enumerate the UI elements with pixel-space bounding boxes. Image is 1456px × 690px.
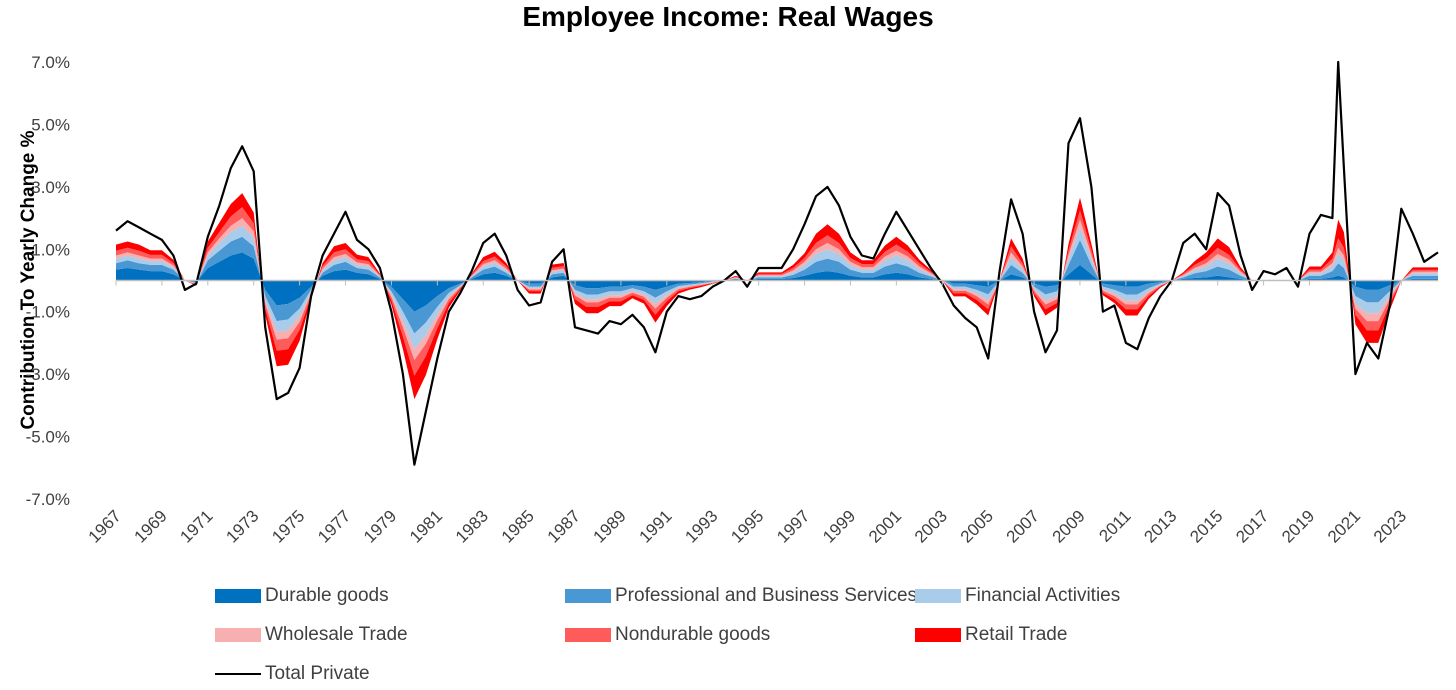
legend-item-wholesale-trade: Wholesale Trade <box>215 624 408 646</box>
legend-label: Nondurable goods <box>615 624 771 645</box>
x-tick-label: 2023 <box>1370 506 1410 546</box>
total-line-group <box>115 60 1439 466</box>
x-tick-label: 2009 <box>1049 506 1089 546</box>
x-tick-label: 1967 <box>85 506 125 546</box>
x-tick-label: 1997 <box>773 506 813 546</box>
legend-swatch <box>215 589 261 603</box>
chart-title: Employee Income: Real Wages <box>522 1 934 32</box>
x-tick-label: 2019 <box>1278 506 1318 546</box>
legend-label: Professional and Business Services <box>615 585 918 606</box>
legend-item-professional-services: Professional and Business Services <box>565 585 917 607</box>
x-tick-label: 1969 <box>131 506 171 546</box>
x-tick-label: 2021 <box>1324 506 1364 546</box>
stacked-areas <box>116 193 1438 400</box>
legend-item-total-private: Total Private <box>215 663 370 685</box>
x-tick-label: 1989 <box>590 506 630 546</box>
y-tick-label: 5.0% <box>31 115 70 134</box>
legend-item-durable-goods: Durable goods <box>215 585 389 607</box>
x-tick-label: 2015 <box>1186 506 1226 546</box>
x-tick-label: 2013 <box>1140 506 1180 546</box>
area-series-financial-activities <box>116 225 1438 350</box>
legend-swatch <box>915 589 961 603</box>
x-tick-label: 2007 <box>1003 506 1043 546</box>
x-tick-label: 1993 <box>681 506 721 546</box>
x-tick-label: 1987 <box>544 506 584 546</box>
legend-item-retail-trade: Retail Trade <box>915 624 1067 646</box>
x-tick-label: 1971 <box>176 506 216 546</box>
y-tick-label: 1.0% <box>31 240 70 259</box>
legend-label: Retail Trade <box>965 624 1068 645</box>
y-tick-label: -5.0% <box>26 428 70 447</box>
y-tick-label: -1.0% <box>26 303 70 322</box>
x-tick-label: 1979 <box>360 506 400 546</box>
x-tick-label: 1983 <box>452 506 492 546</box>
x-tick-label: 2005 <box>957 506 997 546</box>
x-tick-label: 1981 <box>406 506 446 546</box>
y-tick-label: -3.0% <box>26 365 70 384</box>
x-tick-label: 1985 <box>498 506 538 546</box>
plot-area: 7.0% 5.0% 3.0% 1.0% -1.0% -3.0% -5.0% -7.0% 196… <box>26 53 1439 547</box>
legend-label: Financial Activities <box>965 585 1121 606</box>
legend-item-financial-activities: Financial Activities <box>915 585 1120 607</box>
legend-item-nondurable-goods: Nondurable goods <box>565 624 770 646</box>
x-tick-label: 2001 <box>865 506 905 546</box>
x-axis <box>115 279 1438 286</box>
legend-swatch <box>565 628 611 642</box>
area-series-durable-goods <box>116 252 1438 312</box>
x-tick-label: 1995 <box>727 506 767 546</box>
legend-swatch <box>915 628 961 642</box>
x-tick-label: 1991 <box>635 506 675 546</box>
x-tick-label: 2011 <box>1095 506 1134 545</box>
legend-swatch <box>215 673 261 675</box>
legend-label: Durable goods <box>265 585 389 606</box>
legend-swatch <box>565 589 611 603</box>
x-tick-label: 2017 <box>1232 506 1272 546</box>
line-series-total-private <box>115 60 1439 466</box>
x-tick-label: 1973 <box>222 506 262 546</box>
y-tick-label: 3.0% <box>31 178 70 197</box>
x-tick-label: 1999 <box>819 506 859 546</box>
x-tick-label: 1977 <box>314 506 354 546</box>
y-axis-ticks: 7.0% 5.0% 3.0% 1.0% -1.0% -3.0% -5.0% -7.0% <box>26 53 70 509</box>
x-axis-ticks: 1967 1969 1971 1973 1975 1977 1979 1981 1983 1985… <box>85 506 1410 546</box>
y-tick-label: -7.0% <box>26 490 70 509</box>
area-series-nondurable-goods <box>116 207 1438 376</box>
area-series-retail-trade <box>116 193 1438 400</box>
x-tick-label: 2003 <box>911 506 951 546</box>
legend-label: Wholesale Trade <box>265 624 408 645</box>
legend-swatch <box>215 628 261 642</box>
area-series-professional-and-business-services <box>116 236 1438 334</box>
legend-label: Total Private <box>265 663 370 684</box>
y-tick-label: 7.0% <box>31 53 70 72</box>
x-tick-label: 1975 <box>268 506 308 546</box>
